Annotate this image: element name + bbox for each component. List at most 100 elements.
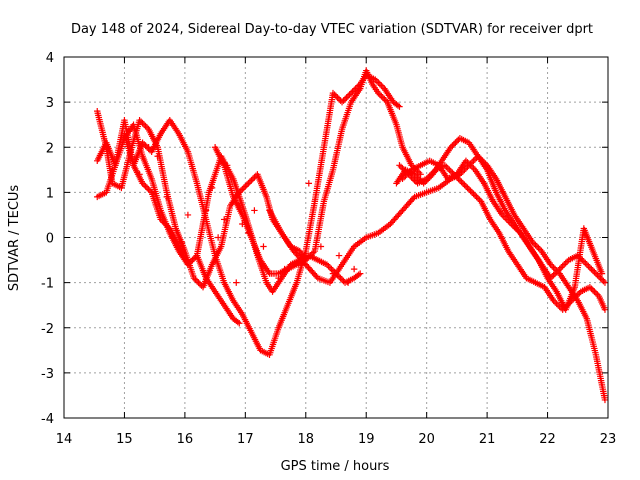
data-point xyxy=(468,189,476,196)
data-point xyxy=(146,187,154,195)
data-point xyxy=(470,190,477,198)
data-point xyxy=(598,270,606,277)
data-point xyxy=(373,77,380,85)
plot-area xyxy=(94,67,609,404)
data-point xyxy=(553,300,560,307)
data-point xyxy=(400,174,408,181)
data-point xyxy=(443,163,450,171)
data-point xyxy=(601,279,609,286)
data-point xyxy=(586,283,594,291)
x-tick-label: 21 xyxy=(479,432,496,447)
data-point xyxy=(343,94,350,101)
data-point xyxy=(356,270,364,277)
y-tick-label: 0 xyxy=(46,232,54,247)
y-tick-label: 3 xyxy=(46,96,54,111)
data-point xyxy=(140,181,148,189)
data-point xyxy=(499,211,506,219)
data-point xyxy=(446,166,453,174)
data-point xyxy=(344,279,352,286)
data-point xyxy=(281,265,288,273)
plot-border xyxy=(63,56,609,419)
y-tick-label: -4 xyxy=(41,412,54,427)
data-point xyxy=(597,274,604,282)
data-point xyxy=(337,274,344,282)
x-tick-label: 23 xyxy=(600,432,617,447)
data-point xyxy=(193,277,201,285)
data-point xyxy=(500,213,507,220)
data-point xyxy=(239,186,246,193)
data-point xyxy=(317,243,325,250)
data-point xyxy=(192,253,199,261)
data-point xyxy=(305,180,312,187)
data-point xyxy=(447,144,455,151)
data-point xyxy=(396,103,403,110)
data-point xyxy=(251,174,258,181)
data-point xyxy=(331,91,338,98)
data-point xyxy=(467,162,474,169)
data-point xyxy=(400,166,408,174)
data-point xyxy=(246,178,254,186)
data-point xyxy=(564,258,571,265)
data-point xyxy=(136,116,143,124)
data-point xyxy=(554,301,562,309)
data-point xyxy=(346,91,353,98)
data-point xyxy=(338,276,346,283)
data-point xyxy=(304,255,311,262)
y-tick-label: -3 xyxy=(41,367,54,382)
data-point xyxy=(455,175,462,183)
data-point xyxy=(344,92,352,100)
x-tick-label: 19 xyxy=(358,432,375,447)
data-point xyxy=(208,184,216,192)
data-point xyxy=(214,234,222,241)
data-point xyxy=(589,267,597,274)
data-point xyxy=(376,91,384,98)
data-point xyxy=(399,175,406,183)
data-point xyxy=(328,265,335,273)
data-point xyxy=(415,169,423,177)
x-tick-label: 14 xyxy=(56,432,73,447)
data-point xyxy=(350,265,358,273)
y-tick-label: -2 xyxy=(41,322,54,337)
data-point xyxy=(243,181,251,189)
data-point xyxy=(550,271,557,279)
data-point xyxy=(467,187,474,195)
data-point xyxy=(355,271,362,278)
data-point xyxy=(468,163,476,171)
data-point xyxy=(381,95,388,103)
data-point xyxy=(242,183,249,190)
data-point xyxy=(508,220,515,228)
data-point xyxy=(550,297,557,304)
data-point xyxy=(399,165,406,172)
data-point xyxy=(335,273,343,280)
data-point xyxy=(465,186,473,193)
data-point xyxy=(556,265,563,273)
data-point xyxy=(474,195,482,202)
data-point xyxy=(189,256,196,264)
data-point xyxy=(139,180,146,187)
data-point xyxy=(329,89,337,97)
x-tick-label: 15 xyxy=(116,432,133,447)
data-point xyxy=(600,277,607,285)
data-point xyxy=(178,238,186,246)
data-point xyxy=(506,219,513,226)
data-point xyxy=(591,268,598,276)
data-point xyxy=(583,261,591,268)
data-point xyxy=(550,264,557,271)
data-point xyxy=(598,276,606,283)
data-point xyxy=(163,193,170,201)
y-tick-label: 2 xyxy=(46,141,54,156)
data-point xyxy=(335,252,343,259)
data-point xyxy=(187,258,195,265)
data-point xyxy=(533,243,541,250)
data-point xyxy=(441,162,448,169)
data-point xyxy=(582,259,589,267)
data-point xyxy=(137,118,145,125)
data-point xyxy=(585,262,592,270)
series-track-9 xyxy=(399,157,606,313)
x-axis-label: GPS time / hours xyxy=(281,459,390,474)
data-point xyxy=(431,168,438,175)
data-point xyxy=(429,169,436,177)
data-point xyxy=(450,141,458,148)
data-point xyxy=(378,82,385,89)
y-tick-label: 1 xyxy=(46,186,54,201)
